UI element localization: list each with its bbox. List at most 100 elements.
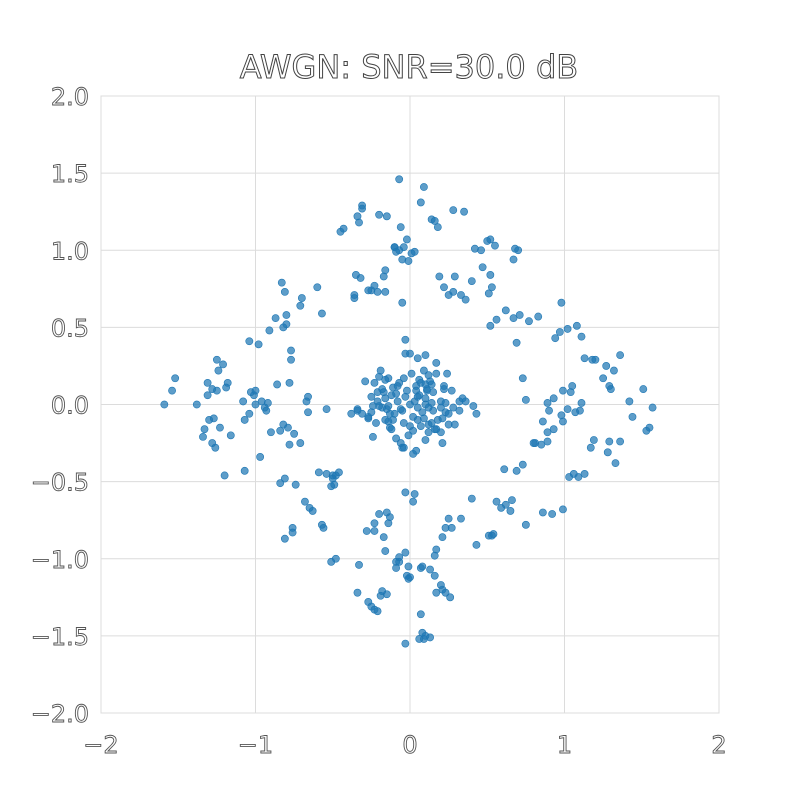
y-tick-label: 0.0 (51, 392, 89, 420)
data-point (209, 414, 218, 423)
data-point (396, 223, 405, 232)
data-point (444, 420, 453, 429)
data-point (212, 355, 221, 364)
y-tick-label: −1.5 (31, 623, 89, 651)
data-point (440, 385, 448, 393)
data-point (171, 374, 180, 383)
data-point (538, 417, 547, 426)
data-point (555, 328, 564, 336)
data-point (521, 395, 530, 404)
data-point (559, 417, 567, 426)
data-point (403, 386, 411, 395)
data-point (389, 416, 397, 424)
data-point (421, 400, 430, 409)
data-point (616, 351, 625, 360)
data-point (436, 403, 445, 412)
data-point (491, 241, 499, 250)
data-point (432, 425, 441, 434)
data-point (486, 271, 495, 279)
data-point (296, 301, 305, 310)
data-point (370, 379, 379, 387)
data-point (427, 380, 436, 389)
data-point (433, 223, 442, 232)
data-point (525, 317, 533, 326)
data-point (240, 416, 249, 424)
data-point (441, 588, 450, 597)
data-point (280, 534, 289, 543)
data-point (336, 227, 345, 236)
data-point (304, 392, 312, 401)
data-point (370, 519, 379, 528)
data-point (427, 419, 436, 427)
data-point (412, 446, 421, 455)
data-point (441, 399, 450, 407)
data-point (352, 271, 360, 279)
data-point (200, 425, 209, 434)
data-point (390, 243, 399, 252)
y-tick-label: 2.0 (51, 83, 89, 111)
data-point (401, 488, 410, 497)
data-point (399, 443, 408, 452)
data-point (501, 500, 510, 509)
data-point (628, 412, 637, 421)
data-point (470, 244, 479, 253)
data-point (429, 406, 438, 415)
data-point (559, 505, 567, 514)
data-point (353, 588, 362, 597)
data-point (347, 409, 356, 418)
data-point (376, 366, 385, 375)
y-tick-label: 1.5 (51, 160, 89, 188)
data-point (565, 473, 574, 481)
data-point (251, 386, 260, 395)
data-point (625, 397, 634, 406)
data-point (418, 562, 427, 571)
data-point (559, 386, 567, 395)
data-point (373, 397, 382, 406)
data-point (467, 494, 476, 503)
data-point (384, 519, 393, 528)
data-point (392, 434, 400, 443)
data-point (566, 388, 575, 397)
data-point (432, 369, 441, 378)
data-point (401, 639, 410, 648)
y-tick-label: −0.5 (31, 469, 89, 497)
data-point (446, 593, 455, 602)
data-point (557, 298, 566, 307)
data-point (440, 283, 448, 292)
data-point (586, 443, 595, 452)
data-point (245, 409, 254, 418)
data-point (616, 437, 625, 446)
data-point (409, 426, 417, 435)
y-tick-label: −2.0 (31, 700, 89, 728)
data-point (288, 528, 297, 537)
data-point (518, 374, 527, 383)
data-point (211, 443, 220, 452)
data-point (212, 386, 221, 395)
data-point (382, 590, 391, 599)
data-point (220, 471, 229, 480)
data-point (398, 298, 407, 307)
data-point (509, 314, 518, 323)
data-point (214, 366, 223, 375)
data-point (350, 291, 359, 299)
data-point (301, 497, 309, 506)
data-point (457, 291, 465, 299)
data-point (222, 383, 231, 392)
data-point (404, 257, 413, 265)
data-point (543, 428, 552, 437)
data-point (413, 403, 422, 412)
data-point (335, 468, 343, 477)
data-point (432, 588, 441, 597)
data-point (279, 323, 288, 332)
data-point (435, 272, 444, 281)
data-point (355, 561, 363, 569)
y-tick-label: −1.0 (31, 546, 89, 574)
data-point (322, 405, 331, 414)
data-point (436, 581, 445, 589)
data-point (386, 409, 394, 418)
data-point (605, 437, 614, 446)
data-point (280, 287, 289, 296)
data-point (313, 283, 322, 292)
data-point (364, 286, 373, 295)
data-point (404, 431, 413, 440)
